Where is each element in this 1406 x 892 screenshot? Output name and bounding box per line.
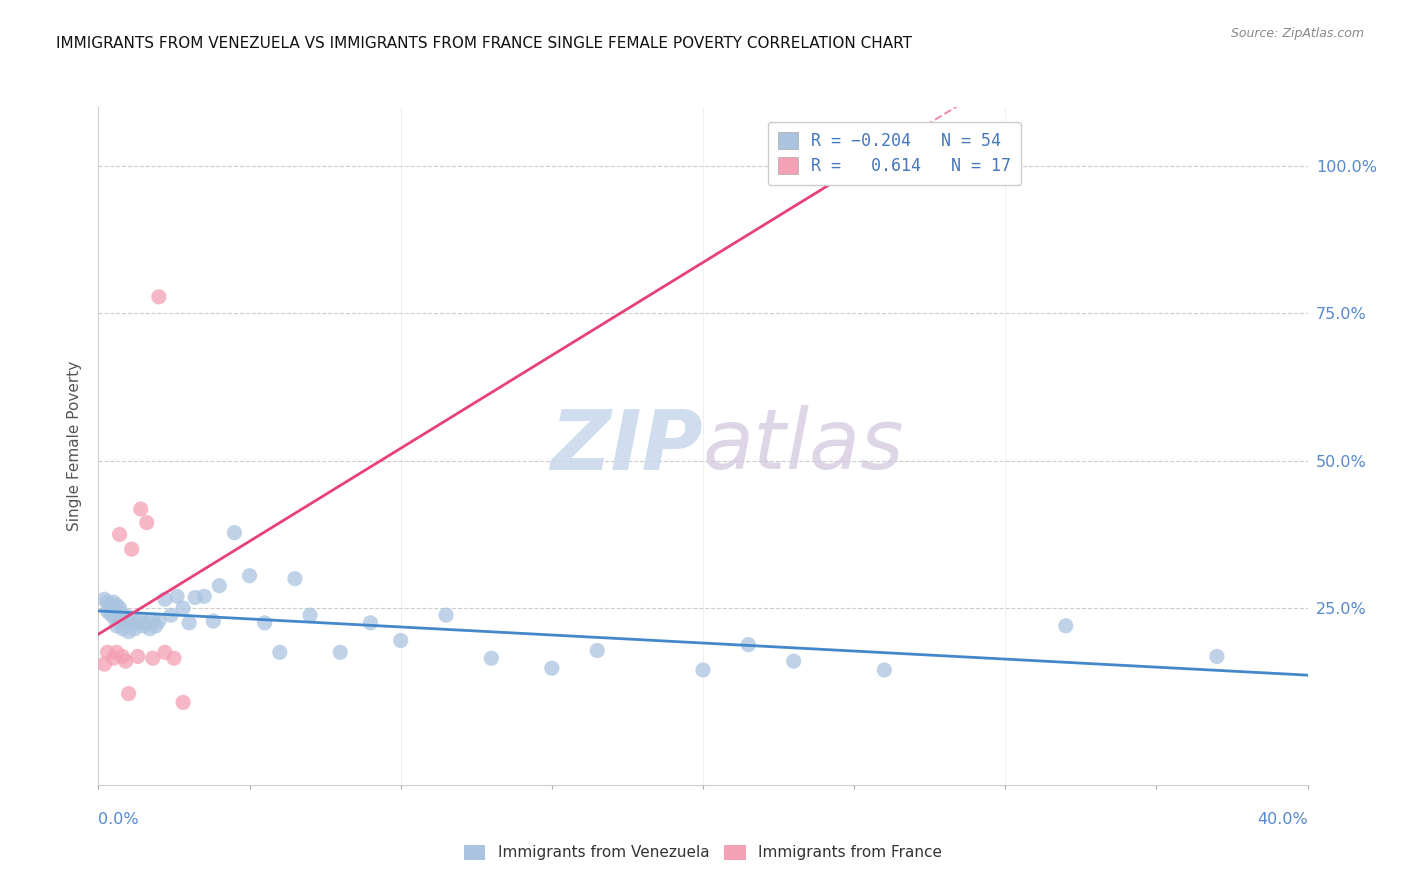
Point (135, 516, 157, 530)
Point (100, 598, 122, 612)
Point (118, 610, 141, 624)
Point (284, 572, 307, 586)
Point (124, 622, 146, 636)
Point (481, 651, 503, 665)
Point (114, 654, 136, 668)
Text: atlas: atlas (703, 406, 904, 486)
Point (145, 619, 167, 633)
Point (111, 622, 134, 636)
Y-axis label: Single Female Poverty: Single Female Poverty (67, 361, 83, 531)
Point (737, 638, 759, 652)
Point (108, 527, 131, 541)
Point (132, 619, 155, 633)
Point (1206, 649, 1229, 664)
Point (100, 607, 122, 621)
Point (127, 649, 149, 664)
Point (142, 651, 165, 665)
Point (118, 624, 141, 639)
Point (224, 525, 246, 540)
Point (103, 651, 125, 665)
Point (193, 590, 215, 604)
Point (127, 615, 149, 630)
Point (253, 615, 276, 630)
Point (153, 592, 176, 607)
Point (135, 615, 157, 630)
Point (96, 645, 118, 659)
Point (108, 601, 131, 615)
Point (783, 654, 806, 668)
Point (105, 645, 128, 659)
Point (360, 615, 382, 630)
Point (148, 614, 170, 628)
Point (202, 614, 225, 628)
Legend: Immigrants from Venezuela, Immigrants from France: Immigrants from Venezuela, Immigrants fr… (458, 838, 948, 866)
Point (129, 502, 152, 516)
Point (121, 615, 143, 630)
Point (108, 615, 131, 630)
Point (96, 604, 118, 618)
Point (329, 645, 352, 659)
Point (121, 542, 143, 557)
Point (129, 613, 152, 627)
Point (103, 610, 125, 624)
Point (96, 595, 118, 609)
Point (269, 645, 291, 659)
Point (692, 663, 714, 677)
Point (163, 651, 186, 665)
Point (179, 615, 201, 630)
Point (540, 661, 562, 675)
Point (160, 608, 183, 623)
Point (111, 607, 134, 621)
Point (111, 649, 134, 664)
Point (873, 663, 896, 677)
Point (299, 608, 322, 623)
Point (114, 613, 136, 627)
Text: 40.0%: 40.0% (1257, 812, 1308, 827)
Point (172, 601, 194, 615)
Text: 0.0%: 0.0% (98, 812, 139, 827)
Point (1054, 619, 1077, 633)
Point (166, 590, 188, 604)
Point (586, 643, 609, 657)
Point (118, 687, 141, 701)
Point (105, 598, 128, 612)
Point (389, 633, 412, 648)
Point (153, 645, 176, 659)
Point (184, 591, 207, 605)
Text: ZIP: ZIP (550, 406, 703, 486)
Point (93, 657, 115, 672)
Point (148, 290, 170, 304)
Point (172, 695, 194, 709)
Point (239, 568, 262, 582)
Legend: R = −0.204   N = 54, R =   0.614   N = 17: R = −0.204 N = 54, R = 0.614 N = 17 (768, 122, 1021, 186)
Point (142, 613, 165, 627)
Point (103, 595, 125, 609)
Point (139, 622, 162, 636)
Point (105, 619, 128, 633)
Point (434, 608, 457, 623)
Text: Source: ZipAtlas.com: Source: ZipAtlas.com (1230, 27, 1364, 40)
Point (93, 592, 115, 607)
Text: IMMIGRANTS FROM VENEZUELA VS IMMIGRANTS FROM FRANCE SINGLE FEMALE POVERTY CORREL: IMMIGRANTS FROM VENEZUELA VS IMMIGRANTS … (56, 36, 912, 51)
Point (208, 579, 231, 593)
